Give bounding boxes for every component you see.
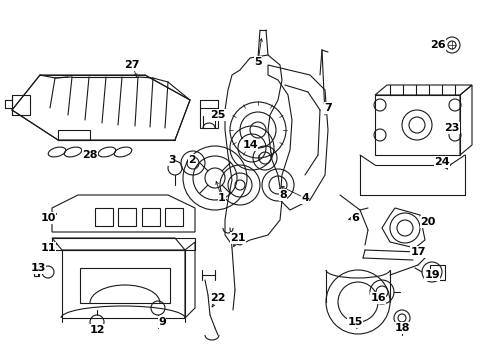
Text: 19: 19	[423, 270, 439, 280]
Text: 4: 4	[301, 193, 308, 203]
Text: 21: 21	[230, 233, 245, 243]
Bar	[34, 268, 39, 276]
Text: 16: 16	[369, 293, 385, 303]
Bar	[95, 208, 113, 226]
Text: 26: 26	[429, 40, 445, 50]
Bar	[118, 208, 136, 226]
Text: 3: 3	[168, 155, 176, 165]
Text: 20: 20	[420, 217, 435, 227]
Text: 11: 11	[40, 243, 56, 253]
Text: 17: 17	[409, 247, 425, 257]
Bar	[200, 108, 218, 128]
Text: 8: 8	[279, 190, 286, 200]
Text: 7: 7	[324, 103, 331, 113]
Text: 12: 12	[89, 325, 104, 335]
Text: 24: 24	[433, 157, 449, 167]
Text: 9: 9	[158, 317, 165, 327]
Text: 5: 5	[254, 57, 261, 67]
Text: 10: 10	[40, 213, 56, 223]
Text: 18: 18	[393, 323, 409, 333]
Text: 13: 13	[30, 263, 45, 273]
Text: 28: 28	[82, 150, 98, 160]
Bar	[142, 208, 160, 226]
Text: 23: 23	[444, 123, 459, 133]
Text: 27: 27	[124, 60, 140, 70]
Text: 14: 14	[242, 140, 257, 150]
Bar	[80, 268, 170, 303]
Bar	[52, 238, 195, 250]
Bar	[429, 265, 444, 280]
Text: 22: 22	[210, 293, 225, 303]
Text: 6: 6	[350, 213, 358, 223]
Text: 15: 15	[346, 317, 362, 327]
Text: 2: 2	[188, 155, 196, 165]
Text: 1: 1	[218, 193, 225, 203]
Bar	[164, 208, 183, 226]
Text: 25: 25	[210, 110, 225, 120]
